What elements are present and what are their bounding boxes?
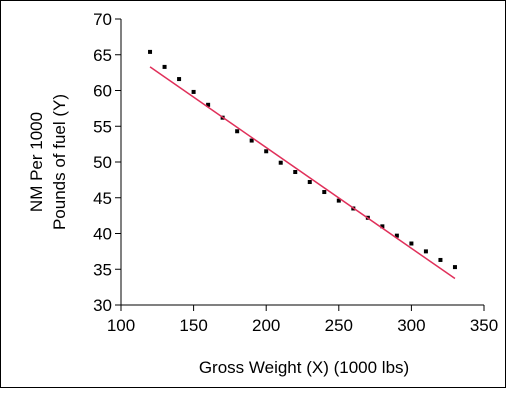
data-point: [264, 149, 269, 154]
ticks: 30 35 40 45 50 55 60 65 70 100 150 200 250 300 350: [93, 10, 498, 335]
data-point: [293, 170, 298, 175]
data-point: [452, 265, 457, 270]
y-tick-label: 30: [93, 296, 112, 315]
y-tick-label: 65: [93, 46, 112, 65]
data-point: [423, 249, 428, 254]
y-tick-label: 70: [93, 10, 112, 29]
y-tick-label: 60: [93, 82, 112, 101]
y-tick-label: 35: [93, 260, 112, 279]
x-tick-label: 250: [325, 316, 353, 335]
fit-line-group: [149, 66, 456, 280]
data-point: [177, 77, 182, 82]
data-point: [438, 257, 443, 262]
data-point: [307, 180, 312, 185]
y-axis-label-line2: Pounds of fuel (Y): [50, 94, 69, 230]
data-point: [191, 89, 196, 94]
data-point: [409, 241, 414, 246]
data-point: [249, 138, 254, 143]
x-tick-label: 350: [470, 316, 498, 335]
data-point: [148, 49, 153, 54]
fit-line: [149, 66, 456, 280]
data-point: [162, 64, 167, 69]
x-tick-label: 100: [107, 316, 135, 335]
x-axis-label: Gross Weight (X) (1000 lbs): [199, 358, 409, 377]
data-point: [394, 233, 399, 238]
data-point: [235, 129, 240, 134]
x-tick-label: 150: [179, 316, 207, 335]
y-tick-label: 40: [93, 225, 112, 244]
x-tick-label: 200: [252, 316, 280, 335]
y-tick-label: 55: [93, 117, 112, 136]
data-point: [336, 198, 341, 203]
data-point: [278, 160, 283, 165]
y-axis-label-line1: NM Per 1000: [27, 112, 46, 212]
x-tick-label: 300: [397, 316, 425, 335]
data-point: [380, 224, 385, 229]
y-tick-label: 50: [93, 153, 112, 172]
data-point: [206, 102, 211, 107]
y-tick-label: 45: [93, 189, 112, 208]
data-point: [322, 190, 327, 195]
